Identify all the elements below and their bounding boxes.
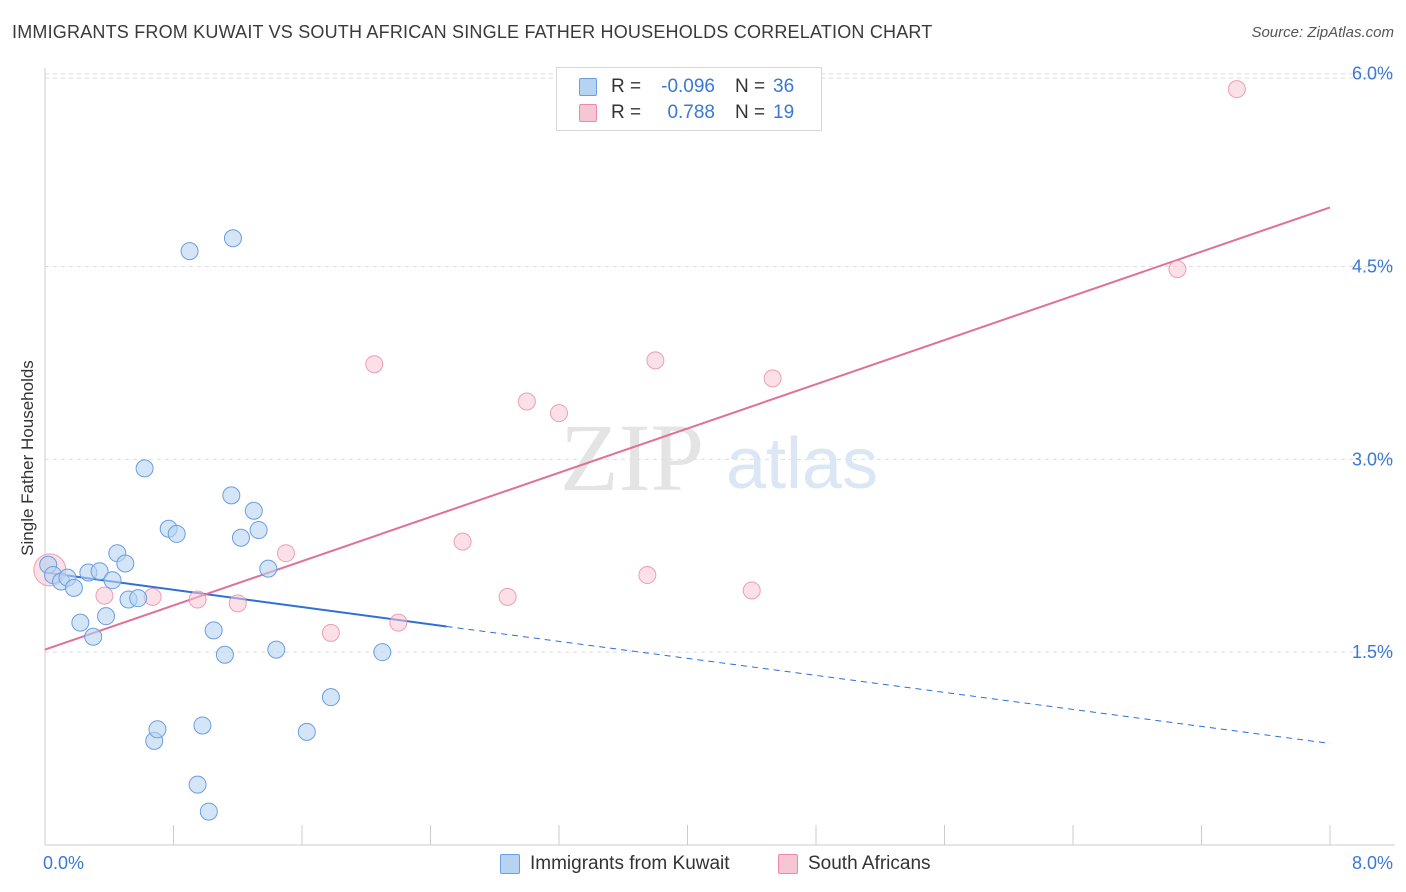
r-label: R = — [611, 102, 642, 123]
kuwait-point — [297, 722, 316, 741]
kuwait-point — [231, 528, 250, 547]
legend-item-south-africans[interactable]: South Africans — [778, 852, 931, 876]
kuwait-point — [222, 486, 241, 505]
south-africans-point — [453, 532, 472, 551]
y-tick-label: 6.0% — [1352, 64, 1393, 84]
south-africans-point — [95, 586, 114, 605]
axes — [44, 68, 1395, 846]
south-africans-point — [638, 566, 657, 585]
kuwait-point — [321, 688, 340, 707]
n-value: 36 — [773, 76, 795, 97]
r-value: 0.788 — [667, 102, 715, 123]
x-tick-label: 0.0% — [43, 853, 84, 873]
x-tick-label: 8.0% — [1352, 853, 1393, 873]
kuwait-point — [135, 459, 154, 478]
south-africans-point — [1227, 80, 1246, 99]
r-value: -0.096 — [661, 76, 715, 97]
south-africans-point — [228, 594, 247, 613]
kuwait-point — [244, 501, 263, 520]
kuwait-point — [267, 640, 286, 659]
south-africans-point — [1168, 260, 1187, 279]
n-label: N = — [735, 76, 766, 97]
source-label: Source: ZipAtlas.com — [1251, 24, 1394, 41]
stats-legend: R = -0.096 N = 36 R = 0.788 N = 19 — [556, 67, 822, 131]
legend-label: South Africans — [808, 853, 931, 874]
stats-row-south-africans: R = 0.788 N = 19 — [579, 100, 794, 126]
kuwait-point — [259, 559, 278, 578]
tick-labels: 1.5% 3.0% 4.5% 6.0% 0.0% 8.0% — [43, 64, 1393, 873]
kuwait-point — [215, 645, 234, 664]
watermark-atlas: atlas — [726, 424, 878, 504]
south-africans-point — [763, 369, 782, 388]
south-africans-point — [188, 590, 207, 609]
kuwait-point — [116, 554, 135, 573]
kuwait-point — [193, 716, 212, 735]
kuwait-point — [90, 562, 109, 581]
legend-item-kuwait[interactable]: Immigrants from Kuwait — [500, 852, 730, 876]
south-africans-point — [517, 392, 536, 411]
n-label: N = — [735, 102, 766, 123]
data-points — [33, 80, 1246, 821]
chart-title: IMMIGRANTS FROM KUWAIT VS SOUTH AFRICAN … — [12, 22, 933, 42]
south-africans-point — [321, 623, 340, 642]
kuwait-point — [97, 607, 116, 626]
south-africans-point — [389, 613, 408, 632]
y-tick-label: 3.0% — [1352, 449, 1393, 469]
south-africans-swatch — [579, 104, 597, 122]
south-africans-point — [550, 404, 568, 423]
south-africans-point — [276, 544, 295, 563]
south-africans-point — [646, 351, 665, 370]
south-africans-legend-swatch — [778, 854, 798, 874]
stats-row-kuwait: R = -0.096 N = 36 — [579, 74, 794, 100]
kuwait-point — [148, 720, 167, 739]
y-axis-title: Single Father Households — [18, 360, 37, 556]
kuwait-point — [84, 627, 103, 646]
kuwait-point — [204, 621, 223, 640]
kuwait-point — [103, 571, 122, 590]
south-africans-trend-line — [44, 206, 1331, 651]
grid-lines — [45, 73, 1395, 653]
south-africans-point — [742, 581, 761, 600]
kuwait-point — [71, 613, 90, 632]
south-africans-point — [498, 587, 517, 606]
kuwait-swatch — [579, 78, 597, 96]
kuwait-point — [167, 524, 186, 543]
kuwait-point — [64, 578, 83, 597]
kuwait-point — [199, 802, 218, 821]
kuwait-point — [129, 589, 148, 608]
y-tick-label: 1.5% — [1352, 642, 1393, 662]
kuwait-point — [180, 242, 199, 261]
kuwait-legend-swatch — [500, 854, 520, 874]
kuwait-point — [249, 521, 268, 540]
south-africans-point — [365, 355, 384, 374]
n-value: 19 — [773, 102, 795, 123]
kuwait-point — [223, 229, 242, 248]
kuwait-point — [373, 643, 392, 662]
y-tick-label: 4.5% — [1352, 257, 1393, 277]
kuwait-trend-extension — [446, 625, 1331, 744]
watermark-zip: ZIP — [560, 404, 704, 511]
legend-label: Immigrants from Kuwait — [530, 853, 730, 874]
r-label: R = — [611, 76, 642, 97]
kuwait-point — [188, 775, 207, 794]
